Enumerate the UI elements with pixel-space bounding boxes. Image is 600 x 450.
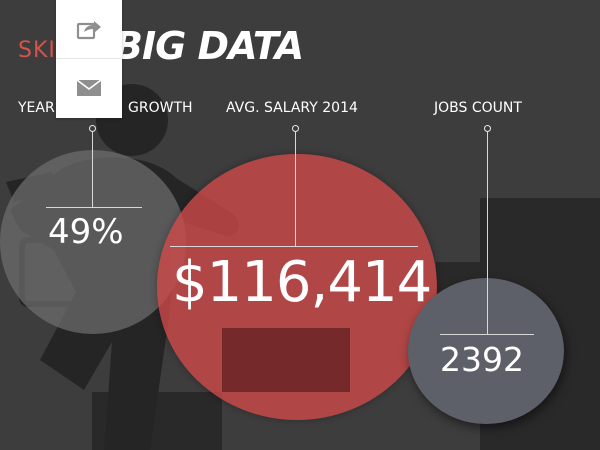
divider-line [46, 207, 142, 208]
divider-line [170, 246, 418, 247]
share-button[interactable] [56, 0, 122, 59]
growth-label-end: GROWTH [128, 100, 193, 116]
email-button[interactable] [56, 59, 122, 117]
page-title: BIG DATA [114, 24, 304, 68]
growth-circle [0, 150, 186, 334]
share-panel [56, 0, 122, 118]
growth-value: 49% [48, 212, 124, 252]
salary-label: AVG. SALARY 2014 [226, 100, 358, 116]
mail-icon [76, 79, 102, 96]
title-prefix: SKI [18, 38, 56, 63]
connector-line [487, 132, 488, 334]
salary-value: $116,414 [172, 250, 432, 315]
connector-dot [89, 125, 96, 132]
jobs-value: 2392 [440, 340, 524, 379]
connector-dot [484, 125, 491, 132]
bg-block [222, 328, 350, 392]
share-icon [76, 21, 101, 40]
connector-dot [292, 125, 299, 132]
jobs-label: JOBS COUNT [434, 100, 522, 116]
growth-label-start: YEAR [18, 100, 55, 116]
jobs-circle [408, 278, 564, 424]
divider-line [440, 334, 534, 335]
connector-line [92, 132, 93, 207]
connector-line [295, 132, 296, 246]
